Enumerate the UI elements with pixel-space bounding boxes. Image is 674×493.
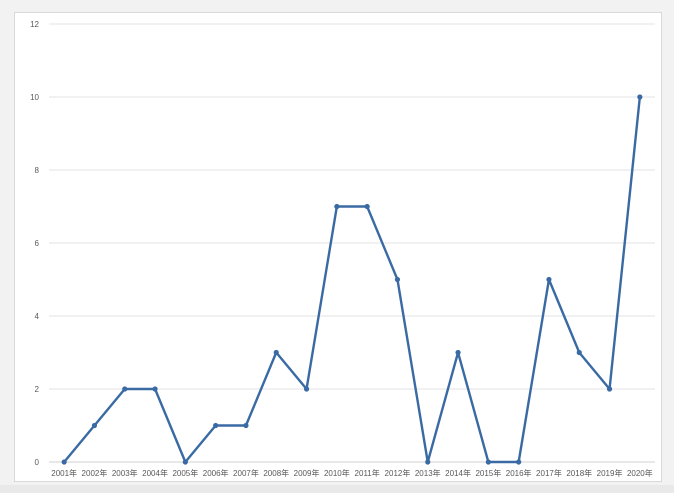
y-tick-label: 6 [35,239,40,248]
series-layer [61,94,643,465]
x-tick-label: 2011年 [355,468,380,478]
data-point [637,94,643,100]
series-line [62,95,642,464]
data-point [546,276,552,283]
data-point [606,386,613,392]
data-point [213,422,219,429]
data-point [394,276,401,283]
x-tick-label: 2019年 [597,468,623,478]
data-point [303,386,310,392]
x-tick-label: 2005年 [172,468,198,478]
data-point [364,203,370,210]
x-tick-label: 2014年 [445,468,471,478]
x-tick-label: 2013年 [415,468,441,478]
x-tick-label: 2007年 [233,468,259,478]
data-point [243,422,249,429]
y-tick-label: 0 [35,458,40,467]
x-tick-label: 2020年 [627,468,653,478]
y-tick-label: 4 [35,312,40,321]
x-tick-label: 2001年 [51,468,77,478]
data-point [122,386,128,392]
y-tick-label: 8 [35,166,40,175]
data-point [91,422,98,429]
x-tick-label: 2018年 [566,468,592,478]
x-tick-label: 2002年 [82,468,108,478]
x-tick-label: 2015年 [475,468,501,478]
data-point [152,386,158,392]
x-axis: 2001年 2002年 2003年 2004年 2005年 2006年 2007年 2008年… [51,468,652,478]
y-tick-label: 10 [30,93,39,102]
x-tick-label: 2003年 [112,468,138,478]
bottom-strip [0,485,674,493]
y-axis: 0 2 4 6 8 10 12 [30,20,39,467]
data-point [61,459,67,465]
x-tick-label: 2006年 [203,468,229,478]
data-point [576,349,582,356]
data-point [425,459,431,465]
y-tick-label: 12 [30,20,39,29]
x-tick-label: 2016年 [506,468,532,478]
x-tick-label: 2008年 [263,468,289,478]
data-point [334,203,340,210]
x-tick-label: 2012年 [385,468,411,478]
gridlines [49,23,655,463]
x-tick-label: 2017年 [536,468,562,478]
x-tick-label: 2004年 [142,468,168,478]
data-point [485,459,491,465]
data-point [455,349,461,356]
chart-frame: 0 2 4 6 8 10 12 2001年 2002年 2003年 2004年 2005年 2006年… [14,12,662,482]
x-tick-label: 2009年 [294,468,320,478]
line-chart: 0 2 4 6 8 10 12 2001年 2002年 2003年 2004年 2005年 2006年… [30,20,655,478]
data-point [273,349,279,356]
data-point [182,459,188,465]
data-point [516,459,522,465]
x-tick-label: 2010年 [324,468,350,478]
y-tick-label: 2 [35,385,40,394]
